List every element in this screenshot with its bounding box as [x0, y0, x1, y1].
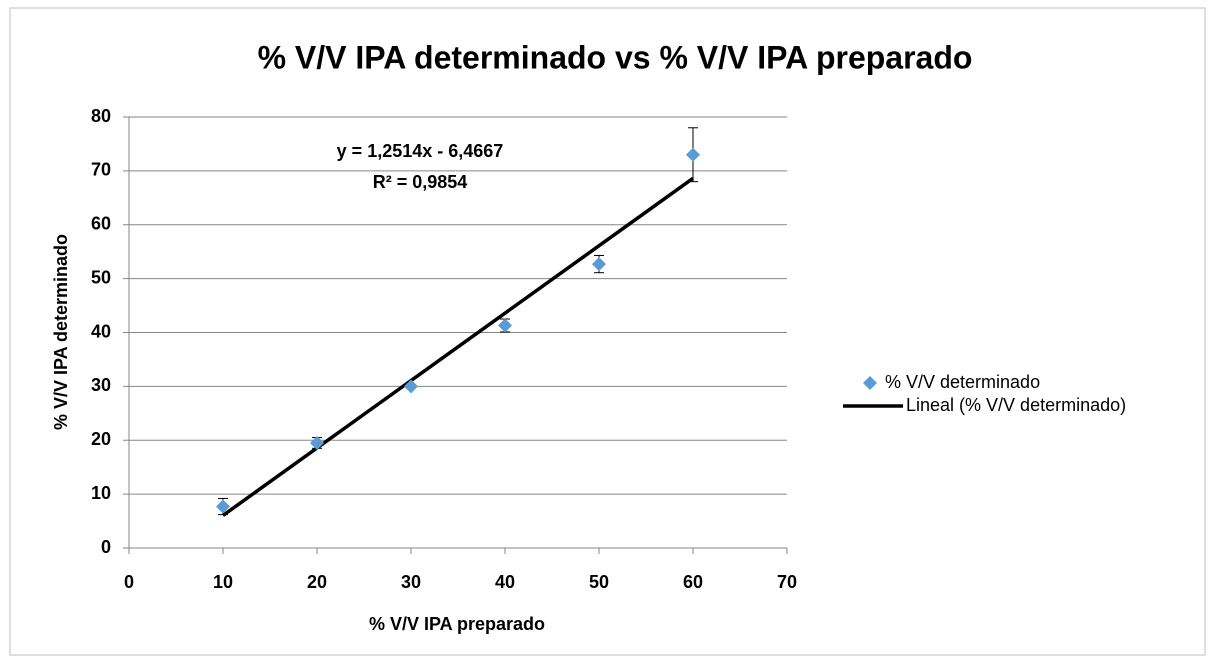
x-tick-label: 60	[683, 572, 703, 592]
y-tick-label: 10	[91, 483, 111, 503]
trendline	[221, 176, 695, 517]
y-tick-label: 60	[91, 214, 111, 234]
data-point	[686, 147, 700, 162]
y-tick-label: 40	[91, 321, 111, 341]
y-tick-label: 20	[91, 429, 111, 449]
legend-label: % V/V determinado	[885, 372, 1040, 392]
data-point	[498, 318, 512, 333]
data-point	[404, 379, 418, 394]
x-tick-label: 0	[124, 572, 134, 592]
x-tick-label: 50	[589, 572, 609, 592]
data-point	[310, 435, 324, 450]
x-tick-label: 20	[307, 572, 327, 592]
x-tick-label: 40	[495, 572, 515, 592]
legend-marker	[863, 376, 877, 390]
y-tick-label: 0	[101, 537, 111, 557]
y-tick-label: 80	[91, 106, 111, 126]
chart-frame	[9, 7, 1206, 656]
trend-equation: y = 1,2514x - 6,4667	[337, 141, 504, 161]
y-tick-label: 50	[91, 267, 111, 287]
data-point	[216, 499, 230, 514]
y-tick-label: 70	[91, 160, 111, 180]
chart-title: % V/V IPA determinado vs % V/V IPA prepa…	[258, 39, 973, 75]
trend-r2: R² = 0,9854	[373, 172, 468, 192]
x-tick-label: 10	[213, 572, 233, 592]
legend-label: Lineal (% V/V determinado)	[906, 395, 1126, 415]
x-axis-label: % V/V IPA preparado	[369, 614, 545, 634]
y-tick-label: 30	[91, 375, 111, 395]
y-axis-label: % V/V IPA determinado	[51, 234, 71, 430]
x-tick-label: 70	[777, 572, 797, 592]
x-tick-label: 30	[401, 572, 421, 592]
data-point	[592, 257, 606, 272]
